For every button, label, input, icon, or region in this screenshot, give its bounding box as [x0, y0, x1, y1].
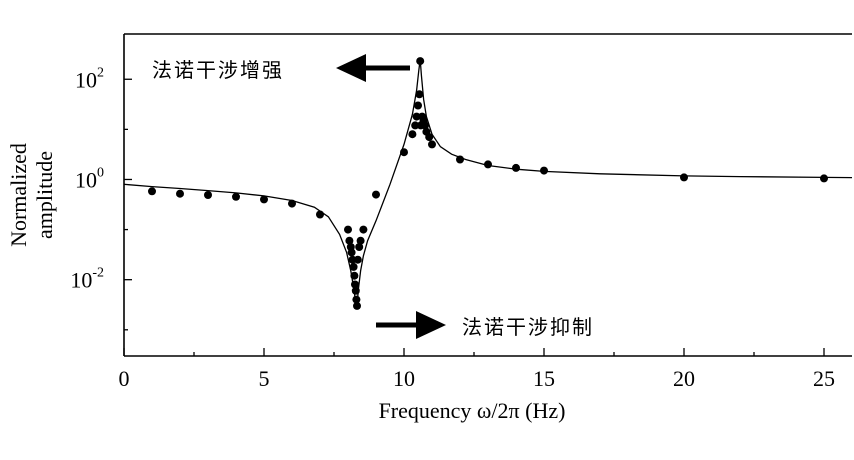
data-point — [372, 190, 380, 199]
data-point — [484, 160, 492, 169]
annotation-enhancement-label: 法诺干涉增强 — [152, 58, 284, 82]
y-tick-label-base: 10 — [70, 268, 92, 293]
data-point — [680, 173, 688, 182]
data-point — [428, 140, 436, 149]
data-point — [260, 195, 268, 204]
y-tick-label-base: 10 — [75, 167, 97, 192]
data-point — [416, 57, 425, 66]
data-point — [351, 280, 359, 289]
data-point — [415, 90, 424, 99]
x-axis: 0 5 10 15 20 25 — [119, 33, 852, 391]
annotation-suppression-arrow-head — [416, 311, 446, 339]
data-point — [356, 236, 365, 245]
plot-area — [123, 57, 853, 310]
y-tick-label-exponent: -2 — [92, 266, 104, 281]
data-point — [345, 236, 354, 245]
data-point — [512, 163, 520, 172]
data-point — [232, 192, 240, 201]
data-point — [456, 155, 464, 164]
y-axis-title-line-1: Normalized — [6, 143, 31, 247]
data-point — [204, 191, 212, 199]
data-point — [408, 130, 417, 139]
annotation-suppression-label: 法诺干涉抑制 — [462, 315, 594, 339]
data-point — [148, 187, 156, 196]
data-point — [820, 174, 828, 183]
data-point — [349, 262, 358, 271]
data-point — [355, 243, 364, 251]
annotation-enhancement: 法诺干涉增强 — [152, 54, 410, 82]
annotation-enhancement-arrow-head — [336, 54, 366, 82]
y-tick-label: 10-2 — [70, 266, 104, 293]
data-point — [425, 133, 434, 142]
data-point — [176, 189, 184, 198]
data-point — [350, 271, 359, 280]
x-tick-label: 0 — [119, 366, 130, 391]
y-tick-label-exponent: 2 — [97, 65, 104, 80]
data-point — [414, 101, 422, 110]
x-tick-label: 15 — [533, 366, 555, 391]
data-point — [353, 255, 362, 264]
data-point — [412, 112, 421, 121]
data-point — [400, 148, 408, 157]
y-tick-label: 100 — [75, 165, 104, 192]
x-tick-label: 5 — [259, 366, 270, 391]
data-point — [359, 225, 368, 234]
data-point — [352, 295, 361, 304]
data-point — [316, 210, 324, 219]
y-tick-label: 102 — [75, 65, 104, 92]
data-point — [540, 166, 548, 175]
data-point — [288, 199, 296, 208]
x-tick-label: 25 — [813, 366, 835, 391]
x-tick-label: 20 — [673, 366, 695, 391]
data-point — [411, 121, 420, 130]
x-tick-label: 10 — [393, 366, 415, 391]
annotation-suppression: 法诺干涉抑制 — [376, 311, 594, 339]
data-point — [351, 286, 360, 295]
data-point — [347, 248, 356, 257]
x-axis-title: Frequency ω/2π (Hz) — [379, 398, 566, 423]
data-point — [421, 121, 429, 130]
y-axis-title-line-2: amplitude — [32, 151, 57, 239]
y-tick-label-exponent: 0 — [97, 165, 104, 180]
data-point — [344, 225, 352, 234]
y-tick-label-base: 10 — [75, 67, 97, 92]
data-point — [353, 301, 361, 310]
fit-curve — [123, 59, 853, 305]
